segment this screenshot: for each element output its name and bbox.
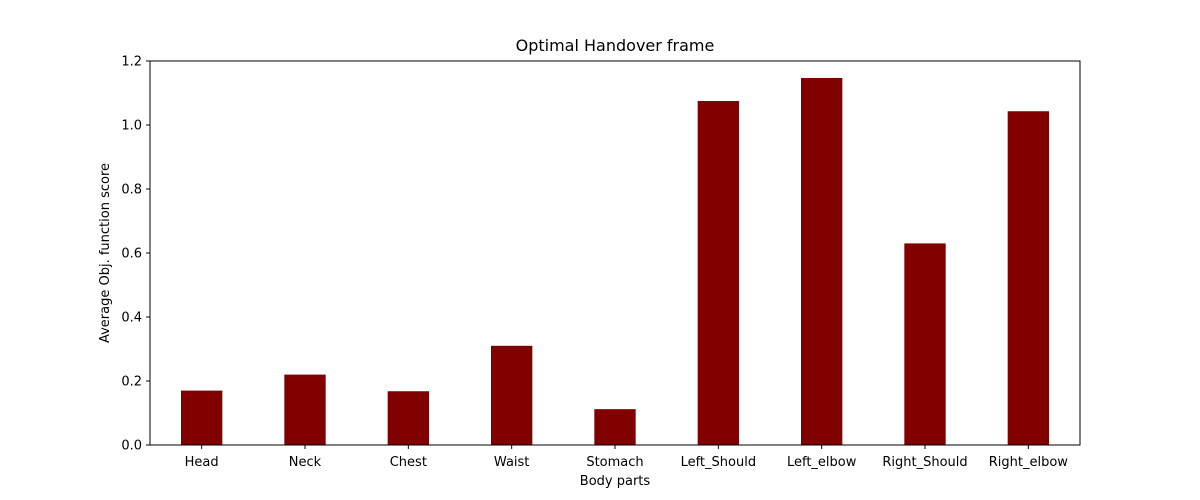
bar-waist [491,345,533,445]
y-axis-label: Average Obj. function score [98,163,113,343]
x-axis-label: Body parts [580,474,651,489]
bar-left-should [697,101,739,445]
y-tick-label: 1.0 [121,119,142,134]
y-tick-label: 1.2 [121,55,142,70]
x-tick-label: Waist [494,455,529,470]
x-tick-label: Head [185,455,219,470]
bar-chest [387,391,429,445]
bars-group [181,77,1049,446]
x-tick-label: Right_elbow [989,455,1069,470]
bar-right-should [904,243,946,445]
y-tick-label: 0.2 [121,375,142,390]
x-tick-label: Chest [390,455,427,470]
x-tick-label: Right_Should [882,455,967,470]
y-tick-label: 0.0 [121,439,142,454]
bar-stomach [594,409,636,445]
x-tick-label: Stomach [586,455,643,470]
y-axis-ticks: 0.0 0.2 0.4 0.6 0.8 1.0 1.2 [121,55,150,454]
bar-left-elbow [801,77,843,446]
chart-title: Optimal Handover frame [516,36,715,55]
plot-frame [149,60,1081,446]
x-tick-label: Neck [289,455,322,470]
bar-right-elbow [1007,111,1049,446]
y-tick-label: 0.6 [121,247,142,262]
bar-head [181,390,223,445]
x-tick-label: Left_Should [681,455,757,470]
y-tick-label: 0.4 [121,311,142,326]
x-axis-ticks: Head Neck Chest Waist Stomach Left_Should Left… [185,445,1069,470]
x-tick-label: Left_elbow [787,455,857,470]
bar-neck [284,374,326,445]
y-tick-label: 0.8 [121,183,142,198]
